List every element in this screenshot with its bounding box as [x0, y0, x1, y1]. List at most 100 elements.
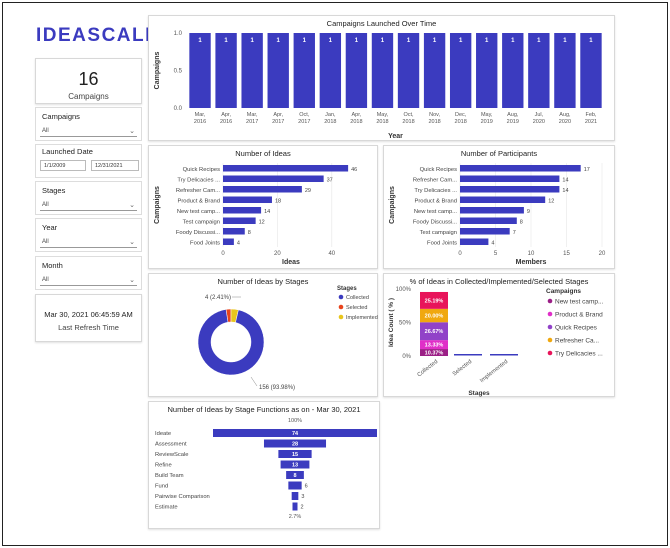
- chart-title: Number of Ideas by Stage Functions as on…: [167, 405, 361, 414]
- start-date-input[interactable]: 1/1/2009: [40, 160, 86, 171]
- legend-label: Quick Recipes: [555, 325, 598, 332]
- chevron-down-icon: ⌄: [129, 277, 135, 284]
- data-label: 17: [584, 167, 590, 173]
- chevron-down-icon: ⌄: [129, 202, 135, 209]
- data-label: 1: [407, 38, 411, 44]
- year-slicer-label: Year: [42, 223, 58, 232]
- data-label: 46: [351, 167, 357, 173]
- campaigns-over-time-card: Campaigns Launched Over Time 1.0 0.5 0.0 Ca…: [148, 15, 615, 141]
- y-tick-label: New test camp...: [414, 209, 458, 215]
- bar: [397, 33, 420, 108]
- x-tick-label: 2016: [194, 119, 206, 125]
- bar: [223, 164, 349, 172]
- stages-dropdown[interactable]: All ⌄: [40, 200, 137, 211]
- data-label: 3: [301, 494, 304, 500]
- data-label: 1: [511, 38, 515, 44]
- x-tick-label: Selected: [452, 359, 473, 378]
- data-label: 2: [301, 505, 304, 511]
- y-tick-label: Try Delicacies ...: [177, 178, 220, 184]
- x-tick-label: Jul,: [535, 112, 544, 118]
- kpi-card: 16 Campaigns: [35, 58, 142, 104]
- chevron-down-icon: ⌄: [129, 128, 135, 135]
- month-dropdown-value: All: [42, 277, 49, 283]
- data-label: 1: [537, 38, 541, 44]
- campaigns-dropdown-value: All: [42, 128, 49, 134]
- campaigns-slicer: Campaigns All ⌄: [35, 107, 142, 141]
- pct-ideas-stages-card: % of Ideas in Collected/Implemented/Sele…: [383, 273, 615, 397]
- legend-label: Product & Brand: [555, 312, 603, 319]
- campaigns-dropdown[interactable]: All ⌄: [40, 126, 137, 137]
- refresh-card: Mar 30, 2021 06:45:59 AM Last Refresh Ti…: [35, 294, 142, 342]
- stages-slicer-label: Stages: [42, 186, 66, 195]
- leader-line: [250, 376, 258, 387]
- stage-functions-funnel-card: Number of Ideas by Stage Functions as on…: [148, 401, 380, 529]
- y-tick-label: Estimate: [155, 505, 178, 511]
- funnel-bar: [278, 450, 312, 458]
- x-tick-label: Collected: [416, 359, 439, 379]
- bar: [189, 33, 211, 108]
- x-tick-label: 2020: [533, 119, 545, 125]
- data-label: 1: [329, 38, 333, 44]
- data-label: 9: [527, 209, 530, 215]
- y-tick-label: Product & Brand: [177, 199, 220, 205]
- y-tick-label: ReviewScale: [155, 452, 189, 458]
- bar: [241, 33, 263, 108]
- y-tick-label: Quick Recipes: [183, 167, 220, 173]
- data-label: 25.19%: [425, 298, 444, 304]
- legend-title: Stages: [337, 286, 357, 292]
- x-tick-label: Aug,: [559, 112, 571, 118]
- bar: [490, 354, 518, 356]
- data-label: 14: [562, 178, 568, 184]
- x-tick-label: 2018: [428, 119, 440, 125]
- chart-title: Number of Ideas: [235, 149, 291, 158]
- x-tick-label: 2017: [246, 119, 258, 125]
- year-dropdown[interactable]: All ⌄: [40, 237, 137, 248]
- number-of-participants-card: Number of Participants 0 5 10 15 20 17 Quick R…: [383, 145, 615, 269]
- data-label: 4: [491, 241, 494, 247]
- y-tick-label: Food Joints: [427, 241, 457, 247]
- donut-slice: [197, 309, 265, 376]
- funnel-bar: [263, 439, 327, 448]
- legend-marker: [547, 324, 553, 330]
- data-label: 28: [292, 442, 298, 448]
- x-tick-label: 2016: [220, 119, 232, 125]
- number-of-ideas-chart: 0 20 40 46 Quick Recipes 37 Try Delicacies ...…: [154, 163, 357, 266]
- legend-label: Selected: [346, 305, 367, 311]
- legend-marker: [547, 350, 553, 356]
- bar: [345, 33, 368, 108]
- x-tick-label: 2019: [507, 119, 519, 125]
- legend-label: Try Delicacies ...: [555, 351, 603, 358]
- x-axis-label: Year: [388, 133, 403, 140]
- bar: [449, 33, 472, 108]
- y-tick-label: Refresher Cam...: [413, 178, 458, 184]
- x-tick-label: 5: [494, 251, 498, 257]
- bar: [293, 33, 315, 108]
- bar: [460, 217, 517, 225]
- x-tick-label: Jan,: [325, 112, 336, 118]
- y-axis-label: Campaigns: [154, 52, 161, 90]
- y-tick-label: Refresher Cam...: [176, 188, 221, 194]
- bar: [460, 227, 510, 235]
- data-label: 1: [381, 38, 385, 44]
- end-date-input[interactable]: 12/31/2021: [91, 160, 139, 171]
- legend-label: New test camp...: [555, 299, 604, 306]
- legend-marker: [547, 298, 553, 304]
- kpi-value: 16: [78, 69, 99, 89]
- stacked-bar-segment: [420, 322, 448, 341]
- x-tick-label: Apr,: [273, 112, 283, 118]
- y-tick-label: Food Joints: [190, 241, 220, 247]
- x-tick-label: May,: [377, 112, 389, 118]
- data-label: 26.67%: [425, 329, 444, 335]
- launched-date-slicer: Launched Date 1/1/2009 12/31/2021: [35, 144, 142, 178]
- y-axis-label: Campaigns: [389, 186, 396, 224]
- y-tick-label: 100%: [396, 287, 412, 293]
- year-dropdown-value: All: [42, 239, 49, 245]
- data-label: 20.00%: [425, 314, 444, 320]
- x-tick-label: 0: [458, 251, 462, 257]
- data-label: 1: [563, 38, 567, 44]
- chart-title: Number of Participants: [460, 149, 538, 158]
- x-tick-label: 2019: [481, 119, 493, 125]
- month-dropdown[interactable]: All ⌄: [40, 275, 137, 286]
- y-tick-label: New test camp...: [177, 209, 221, 215]
- data-label: 1: [277, 38, 281, 44]
